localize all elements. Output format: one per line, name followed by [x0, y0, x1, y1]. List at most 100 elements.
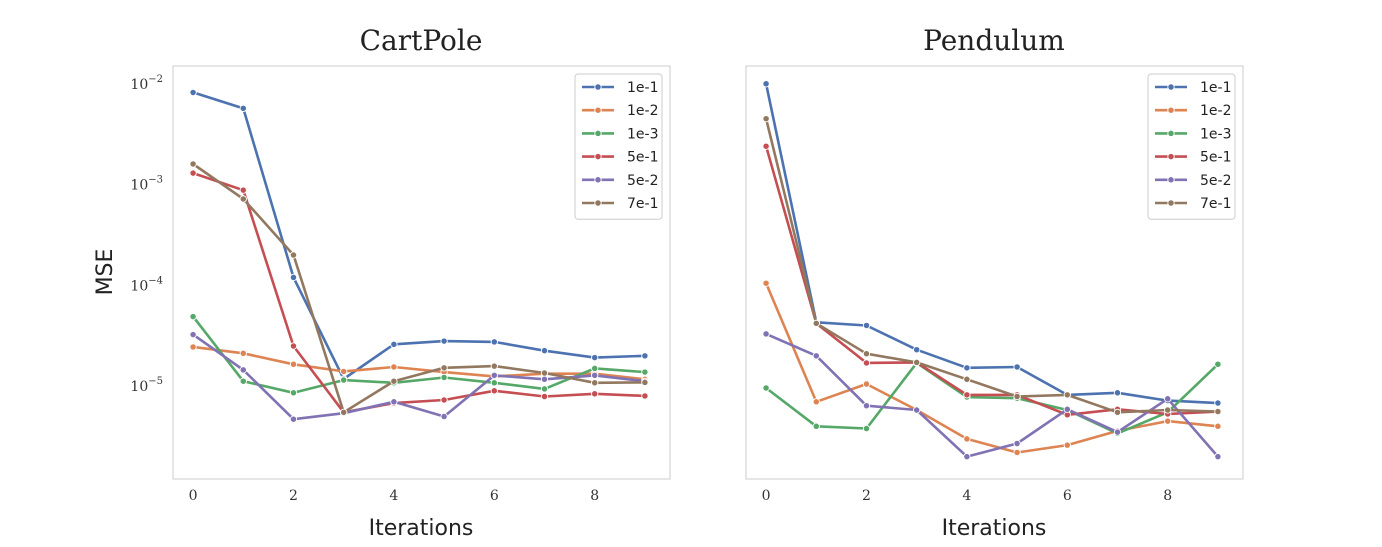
pendulum-x-tick-label: 4 — [962, 488, 971, 504]
cartpole-data-point — [239, 366, 247, 374]
pendulum-x-axis-label: Iterations — [942, 516, 1047, 541]
cartpole-data-point — [289, 415, 298, 423]
pendulum-data-point — [963, 375, 971, 383]
pendulum-data-point — [963, 364, 971, 372]
pendulum-legend-label: 5e-1 — [1200, 150, 1231, 166]
cartpole-data-point — [591, 364, 599, 373]
pendulum-series — [762, 80, 1222, 461]
pendulum-data-point — [1013, 392, 1021, 401]
cartpole-data-point — [540, 369, 549, 377]
pendulum-data-point — [812, 398, 820, 406]
pendulum-series-line-1e-2 — [764, 281, 1220, 454]
cartpole-data-point — [390, 398, 398, 406]
cartpole-x-tick-label: 0 — [189, 488, 198, 504]
cartpole-data-point — [540, 347, 549, 355]
cartpole-legend-label: 5e-1 — [627, 150, 658, 166]
cartpole-data-point — [289, 251, 298, 259]
cartpole-data-point — [591, 353, 599, 362]
pendulum-data-point — [762, 279, 770, 287]
cartpole-data-point — [189, 312, 197, 321]
cartpole-legend-marker — [594, 106, 602, 114]
cartpole-data-point — [440, 373, 448, 382]
cartpole-data-point — [440, 337, 448, 345]
cartpole-data-point — [189, 343, 197, 351]
cartpole-y-ticks: 10−5 10−4 10−3 10−2 — [130, 74, 163, 395]
cartpole-series-line-5e-2 — [191, 333, 647, 421]
cartpole-series-line-1e-1 — [191, 91, 647, 381]
cartpole-data-point — [540, 375, 549, 383]
cartpole-legend-marker — [594, 176, 602, 184]
cartpole-data-point — [390, 363, 398, 371]
cartpole-data-point — [641, 352, 649, 360]
pendulum-legend-marker — [1167, 176, 1175, 184]
pendulum-data-point — [913, 406, 921, 414]
cartpole-x-tick-label: 8 — [590, 488, 599, 504]
pendulum-series-line-1e-3 — [764, 361, 1220, 435]
pendulum-data-point — [963, 435, 971, 443]
pendulum-data-point — [762, 142, 770, 150]
cartpole-y-tick-label: 10−3 — [130, 175, 163, 194]
cartpole-data-point — [390, 377, 398, 385]
pendulum-data-point — [1063, 405, 1071, 413]
pendulum-x-tick-label: 2 — [862, 488, 871, 504]
pendulum-data-point — [1214, 407, 1222, 416]
pendulum-data-point — [1013, 439, 1021, 448]
cartpole-data-point — [641, 368, 649, 376]
pendulum-data-point — [1113, 428, 1122, 436]
pendulum-data-point — [1164, 406, 1172, 414]
cartpole-x-ticks: 0 2 4 6 8 — [189, 488, 600, 504]
cartpole-data-point — [289, 389, 298, 397]
pendulum-x-ticks: 0 2 4 6 8 — [762, 488, 1173, 504]
cartpole-data-point — [340, 408, 348, 416]
pendulum-data-point — [1214, 399, 1222, 407]
pendulum-legend: 1e-1 1e-2 1e-3 5e-1 5e-2 7e-1 — [1147, 73, 1236, 220]
pendulum-legend-marker — [1167, 83, 1175, 91]
cartpole-data-point — [490, 379, 498, 387]
pendulum-data-point — [1214, 452, 1222, 461]
cartpole-data-point — [490, 387, 498, 395]
pendulum-data-point — [862, 321, 871, 330]
cartpole-legend-label: 1e-2 — [627, 103, 658, 119]
pendulum-legend-marker — [1167, 129, 1175, 138]
pendulum-legend-marker — [1167, 106, 1175, 114]
cartpole-data-point — [289, 273, 298, 282]
cartpole-series-line-7e-1 — [191, 162, 647, 414]
pendulum-legend-label: 1e-2 — [1200, 103, 1231, 119]
cartpole-x-tick-label: 4 — [389, 488, 398, 504]
cartpole-series-line-5e-1 — [191, 171, 647, 414]
pendulum-data-point — [1013, 363, 1021, 371]
cartpole-data-point — [189, 169, 197, 177]
pendulum-data-point — [762, 330, 770, 338]
cartpole-data-point — [440, 412, 448, 421]
cartpole-data-point — [239, 377, 247, 385]
cartpole-legend-marker — [594, 83, 602, 91]
pendulum-x-tick-label: 8 — [1163, 488, 1172, 504]
cartpole-legend-label: 1e-3 — [627, 126, 658, 142]
pendulum-data-point — [812, 319, 820, 327]
cartpole-x-axis-label: Iterations — [369, 516, 474, 541]
cartpole-series-line-1e-2 — [191, 345, 647, 381]
cartpole-legend-label: 7e-1 — [627, 196, 658, 212]
cartpole-data-point — [239, 186, 247, 194]
pendulum-data-point — [1164, 417, 1172, 425]
pendulum-data-point — [862, 350, 871, 358]
cartpole-data-point — [239, 104, 247, 113]
cartpole-data-point — [390, 340, 398, 348]
cartpole-y-axis-label: MSE — [93, 249, 118, 296]
pendulum-data-point — [1063, 441, 1071, 449]
cartpole-series — [189, 88, 649, 423]
pendulum-data-point — [913, 358, 921, 367]
cartpole-data-point — [239, 349, 247, 357]
pendulum-data-point — [1113, 408, 1122, 416]
cartpole-legend: 1e-1 1e-2 1e-3 5e-1 5e-2 7e-1 — [574, 73, 663, 220]
cartpole-data-point — [490, 338, 498, 346]
cartpole-data-point — [440, 364, 448, 372]
pendulum-data-point — [963, 452, 971, 461]
pendulum-series-line-5e-2 — [764, 332, 1220, 458]
cartpole-data-point — [440, 396, 448, 404]
cartpole-data-point — [641, 392, 649, 400]
pendulum-data-point — [812, 352, 820, 360]
pendulum-data-point — [1214, 422, 1222, 430]
cartpole-data-point — [289, 342, 298, 350]
